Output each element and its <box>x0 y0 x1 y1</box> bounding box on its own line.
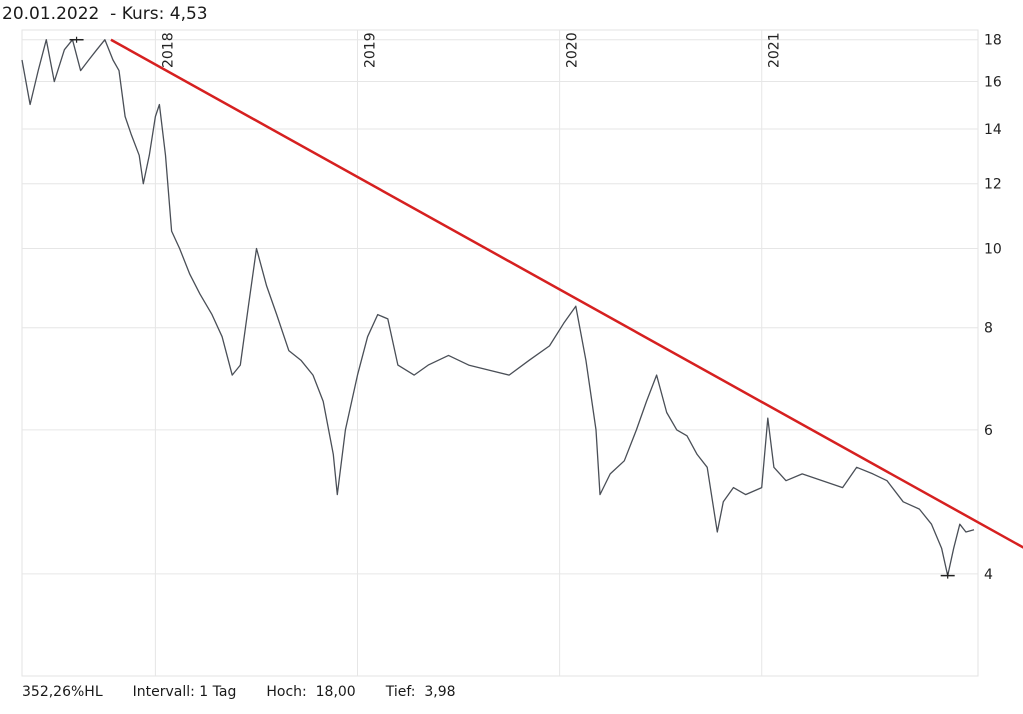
x-tick-label: 2019 <box>363 32 379 68</box>
footer-hoch: Hoch: 18,00 <box>266 684 356 700</box>
y-tick-label: 10 <box>984 241 1002 257</box>
header-kurs-value: 4,53 <box>169 4 208 24</box>
header-date: 20.01.2022 <box>2 4 100 24</box>
x-tick-label: 2020 <box>565 32 581 68</box>
price-line <box>21 39 975 577</box>
plot-area <box>21 36 1023 579</box>
trend-line <box>110 38 1023 549</box>
y-axis-ticks: 4 6 8 10 12 14 16 18 <box>984 33 1002 583</box>
y-tick-label: 4 <box>984 567 993 583</box>
chart-header: 20.01.2022 - Kurs: 4,53 <box>2 4 208 24</box>
y-tick-label: 18 <box>984 33 1002 49</box>
header-kurs-label: - Kurs: <box>110 4 165 24</box>
footer-interval: Intervall: 1 Tag <box>132 684 237 700</box>
footer-tief: Tief: 3,98 <box>385 684 456 700</box>
x-axis-ticks: 2018 2019 2020 2021 <box>160 32 782 68</box>
y-tick-label: 16 <box>984 75 1002 91</box>
x-tick-label: 2018 <box>160 32 176 68</box>
y-tick-label: 8 <box>984 321 993 337</box>
footer-hl: 352,26%HL <box>22 684 103 700</box>
y-tick-label: 6 <box>984 423 993 439</box>
y-tick-label: 12 <box>984 177 1002 193</box>
x-tick-label: 2021 <box>767 32 783 68</box>
chart-footer: 352,26%HL Intervall: 1 Tag Hoch: 18,00 T… <box>22 684 456 700</box>
plot-frame <box>21 29 979 677</box>
y-tick-label: 14 <box>984 122 1002 138</box>
chart-grid <box>21 29 979 677</box>
